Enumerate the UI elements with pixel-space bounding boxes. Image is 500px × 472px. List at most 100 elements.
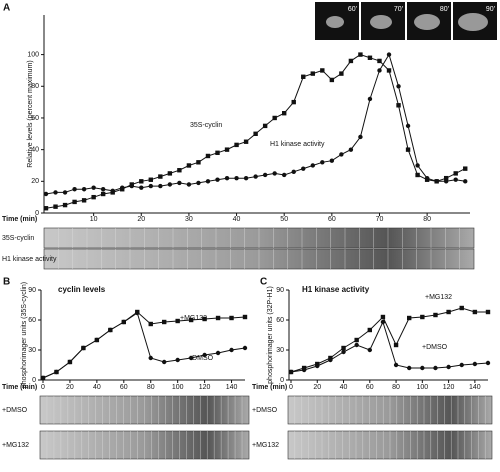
data-point xyxy=(272,171,277,176)
data-point xyxy=(253,174,258,179)
data-point xyxy=(234,142,239,148)
data-point xyxy=(320,68,325,73)
inset-label: 90' xyxy=(486,6,495,13)
data-point xyxy=(202,316,207,322)
data-point xyxy=(446,309,451,315)
data-point xyxy=(135,310,140,316)
y-tick-label: 90 xyxy=(28,287,36,294)
panel-label: B xyxy=(3,277,10,288)
data-point xyxy=(91,185,96,190)
data-point xyxy=(224,147,230,152)
y-axis-label: phosphorimager units (32P-H1) xyxy=(267,286,274,384)
series-label: +DMSO xyxy=(188,355,214,362)
series-label: 35S-cyclin xyxy=(190,122,222,129)
x-tick-label: 20 xyxy=(137,216,145,223)
data-point xyxy=(243,139,249,144)
data-point xyxy=(120,185,125,190)
data-point xyxy=(301,367,307,373)
x-tick-label: 30 xyxy=(185,216,193,223)
data-point xyxy=(446,364,451,370)
data-point xyxy=(148,177,154,182)
chart-title: cyclin levels xyxy=(58,285,106,294)
data-point xyxy=(121,319,127,325)
y-tick-label: 30 xyxy=(276,347,284,354)
data-point xyxy=(196,160,201,165)
data-point xyxy=(393,362,399,368)
y-tick-label: 60 xyxy=(276,317,284,324)
data-point xyxy=(229,315,234,321)
data-point xyxy=(341,349,346,355)
data-point xyxy=(329,77,335,83)
data-point xyxy=(139,179,144,184)
data-point xyxy=(348,147,354,152)
x-axis-label: Time (min) xyxy=(2,384,37,391)
blot-label: 35S-cyclin xyxy=(2,235,34,242)
data-point xyxy=(205,179,211,184)
data-point xyxy=(196,180,201,186)
x-tick-label: 0 xyxy=(41,384,45,391)
chart-title: H1 kinase activity xyxy=(302,285,370,294)
data-point xyxy=(377,68,382,73)
panel-label: A xyxy=(3,3,10,14)
data-point xyxy=(108,327,113,333)
data-point xyxy=(175,357,180,363)
data-point xyxy=(291,169,296,175)
x-tick-label: 60 xyxy=(366,384,374,391)
y-tick-label: 60 xyxy=(31,115,39,122)
data-point xyxy=(453,177,458,182)
x-tick-label: 0 xyxy=(289,384,293,391)
data-point xyxy=(177,168,182,173)
data-point xyxy=(339,71,344,76)
inset-label: 80' xyxy=(440,6,449,13)
data-point xyxy=(202,352,207,358)
x-tick-label: 40 xyxy=(93,384,101,391)
x-tick-label: 60 xyxy=(328,216,336,223)
data-point xyxy=(310,163,315,168)
data-point xyxy=(386,52,392,57)
inset-label: 60' xyxy=(348,6,357,13)
x-tick-label: 20 xyxy=(313,384,321,391)
data-point xyxy=(129,183,134,189)
x-axis-label: Time (min) xyxy=(2,216,37,223)
series-line xyxy=(42,311,246,379)
blot-label: +MG132 xyxy=(252,442,279,449)
data-point xyxy=(53,204,58,209)
data-point xyxy=(43,206,49,211)
data-point xyxy=(348,58,354,64)
x-tick-label: 40 xyxy=(233,216,241,223)
series-line xyxy=(290,320,489,373)
y-axis-label: phosphorimager units (35S-cyclin) xyxy=(21,282,28,388)
data-point xyxy=(405,123,411,129)
data-point xyxy=(329,158,335,163)
data-point xyxy=(81,345,86,351)
data-point xyxy=(407,365,412,371)
data-point xyxy=(167,182,173,187)
series-line xyxy=(42,312,246,379)
data-point xyxy=(415,172,420,178)
x-tick-label: 100 xyxy=(416,384,428,391)
data-point xyxy=(463,179,468,184)
y-axis-label: Relative levels (percent maximum) xyxy=(27,60,34,167)
blot-label: +DMSO xyxy=(2,407,28,414)
blot-label: +DMSO xyxy=(252,407,278,414)
data-point xyxy=(177,180,182,186)
data-point xyxy=(393,342,399,348)
data-point xyxy=(215,315,221,321)
series-label: +MG132 xyxy=(180,315,207,322)
data-point xyxy=(100,191,106,197)
data-point xyxy=(415,163,420,168)
data-point xyxy=(215,177,220,182)
x-tick-label: 80 xyxy=(423,216,431,223)
inset-cell xyxy=(326,16,344,28)
data-point xyxy=(328,357,333,363)
data-point xyxy=(81,198,87,203)
data-point xyxy=(420,314,425,320)
x-tick-label: 80 xyxy=(147,384,155,391)
data-point xyxy=(485,309,491,315)
data-point xyxy=(262,172,268,178)
data-point xyxy=(453,171,458,176)
data-point xyxy=(407,315,412,321)
data-point xyxy=(443,179,449,184)
data-point xyxy=(433,312,438,318)
data-point xyxy=(81,187,87,192)
